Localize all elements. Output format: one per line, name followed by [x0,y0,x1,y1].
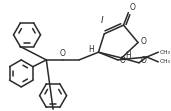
Text: CH₃: CH₃ [159,59,170,64]
Text: H: H [126,51,131,60]
Text: O: O [60,50,66,58]
Text: I: I [101,16,104,25]
Text: H: H [88,45,94,54]
Text: CH₃: CH₃ [159,50,170,55]
Text: O: O [141,56,147,65]
Text: O: O [129,3,135,12]
Text: O: O [120,56,126,65]
Text: O: O [141,37,147,46]
